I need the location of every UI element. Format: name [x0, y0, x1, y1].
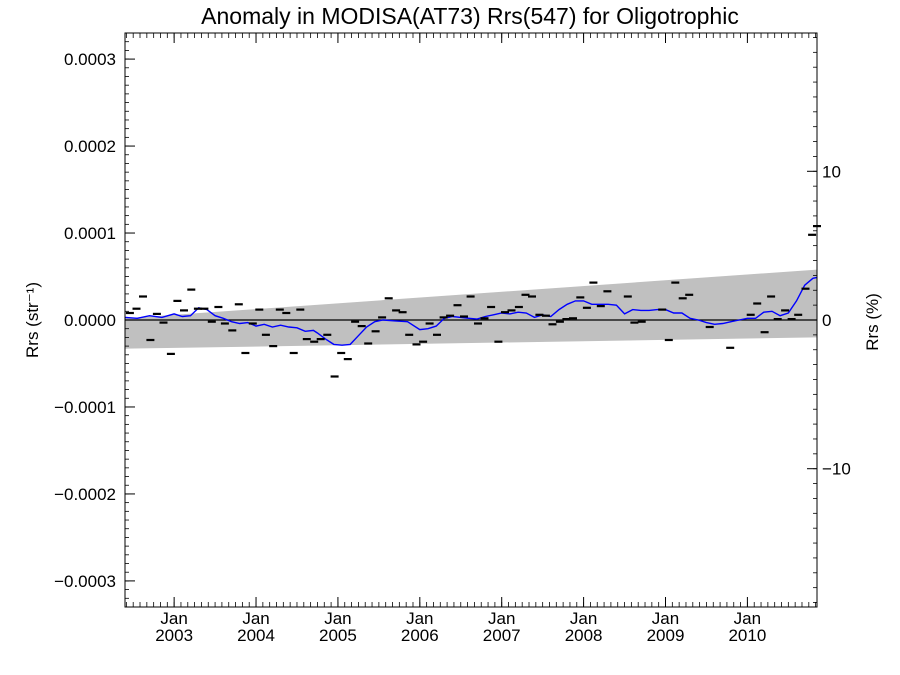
- y-tick-label: 0.0000: [64, 311, 116, 330]
- y2-tick-label: −10: [822, 460, 851, 479]
- x-tick-label-month: Jan: [734, 609, 761, 628]
- x-tick-label-month: Jan: [652, 609, 679, 628]
- running-mean-line: [124, 276, 818, 346]
- y-tick-label: 0.0003: [64, 50, 116, 69]
- y-tick-label: 0.0002: [64, 137, 116, 156]
- chart-title: Anomaly in MODISA(AT73) Rrs(547) for Oli…: [201, 3, 739, 29]
- y-axis-label: Rrs (str⁻¹): [23, 282, 42, 358]
- y-tick-label: −0.0001: [54, 398, 116, 417]
- y-tick-label: −0.0003: [54, 572, 116, 591]
- x-tick-label-year: 2005: [319, 626, 357, 645]
- x-tick-label-year: 2007: [483, 626, 521, 645]
- y-tick-label: −0.0002: [54, 485, 116, 504]
- x-tick-label-month: Jan: [488, 609, 515, 628]
- x-tick-label-year: 2003: [155, 626, 193, 645]
- y2-axis-label: Rrs (%): [863, 293, 882, 351]
- x-tick-label-month: Jan: [242, 609, 269, 628]
- x-tick-label-year: 2004: [237, 626, 275, 645]
- plot-area: 0.0003 0.0002 0.0001 0.0000 −0.0001 −0.0002 −0…: [54, 32, 851, 645]
- uncertainty-band: [125, 269, 817, 349]
- x-tick-label-year: 2008: [565, 626, 603, 645]
- x-tick-label-year: 2009: [647, 626, 685, 645]
- y2-tick-label: 10: [822, 162, 841, 181]
- x-tick-label-year: 2010: [728, 626, 766, 645]
- y-tick-label: 0.0001: [64, 224, 116, 243]
- y2-tick-label: 0: [822, 311, 831, 330]
- x-tick-label-month: Jan: [406, 609, 433, 628]
- x-tick-label-year: 2006: [401, 626, 439, 645]
- x-tick-label-month: Jan: [324, 609, 351, 628]
- x-tick-label-month: Jan: [160, 609, 187, 628]
- x-tick-label-month: Jan: [570, 609, 597, 628]
